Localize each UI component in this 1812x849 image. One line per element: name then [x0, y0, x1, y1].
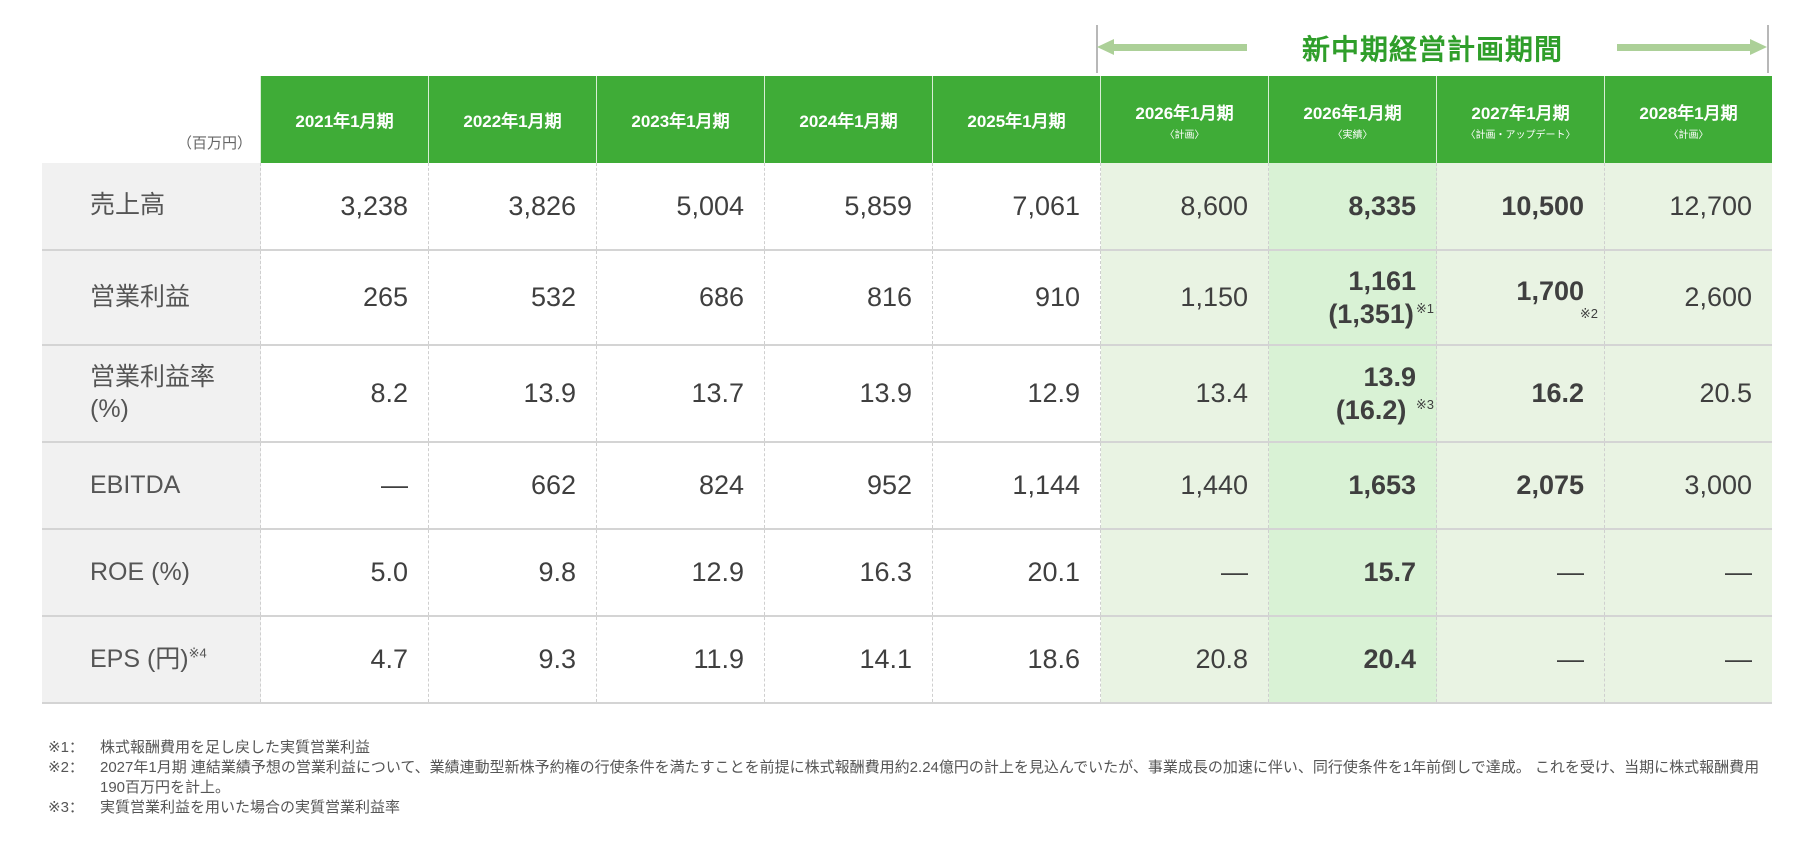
cell: 1,144 — [932, 442, 1101, 530]
footnote-ref: ※4 — [188, 645, 207, 661]
cell: 3,826 — [428, 163, 597, 251]
cell: 2,600 — [1604, 250, 1772, 346]
table-row-eps: EPS (円)※4 4.7 9.3 11.9 14.1 18.6 20.8 20… — [42, 616, 1772, 704]
row-label: EPS (円)※4 — [42, 616, 261, 704]
cell-2026-actual: 13.9 (16.2) ※3 — [1268, 345, 1437, 443]
col-2021: 2021年1月期 — [260, 76, 429, 163]
header-row: 2021年1月期 2022年1月期 2023年1月期 2024年1月期 2025… — [42, 76, 1772, 163]
cell: 16.2 — [1436, 345, 1605, 443]
footnote-ref: ※1 — [1415, 300, 1434, 316]
value-adjusted: (1,351) ※1 — [1328, 298, 1434, 329]
cell: 18.6 — [932, 616, 1101, 704]
cell: 1,440 — [1100, 442, 1269, 530]
cell: 20.5 — [1604, 345, 1772, 443]
value-main: 13.9 — [1363, 362, 1416, 393]
cell: 910 — [932, 250, 1101, 346]
value-adjusted: (16.2) ※3 — [1335, 394, 1434, 425]
col-2022: 2022年1月期 — [428, 76, 597, 163]
row-label: ROE (%) — [42, 529, 261, 617]
cell: 1,653 — [1268, 442, 1437, 530]
cell: 14.1 — [764, 616, 933, 704]
cell: 13.9 — [764, 345, 933, 443]
cell: 4.7 — [260, 616, 429, 704]
cell: — — [1604, 529, 1772, 617]
cell: 20.1 — [932, 529, 1101, 617]
cell: 3,000 — [1604, 442, 1772, 530]
header-blank — [42, 76, 261, 163]
cell: — — [1604, 616, 1772, 704]
col-2026-plan: 2026年1月期 〈計画〉 — [1100, 76, 1269, 163]
cell: 7,061 — [932, 163, 1101, 251]
cell: — — [1436, 529, 1605, 617]
col-2026-actual: 2026年1月期 〈実績〉 — [1268, 76, 1437, 163]
col-2027-plan-update: 2027年1月期 〈計画・アップデート〉 — [1436, 76, 1605, 163]
cell: 8,335 — [1268, 163, 1437, 251]
cell: 13.7 — [596, 345, 765, 443]
cell: 5.0 — [260, 529, 429, 617]
cell: 20.4 — [1268, 616, 1437, 704]
cell: 2,075 — [1436, 442, 1605, 530]
row-label: 営業利益率 (%) — [42, 345, 261, 443]
cell: 3,238 — [260, 163, 429, 251]
cell: 12.9 — [932, 345, 1101, 443]
col-2024: 2024年1月期 — [764, 76, 933, 163]
cell: 532 — [428, 250, 597, 346]
cell: — — [1436, 616, 1605, 704]
cell: 8.2 — [260, 345, 429, 443]
table-row-operating-profit: 営業利益 265 532 686 816 910 1,150 1,161 (1,… — [42, 250, 1772, 346]
cell: 686 — [596, 250, 765, 346]
footnote-3: ※3： 実質営業利益を用いた場合の実質営業利益率 — [48, 799, 401, 816]
row-label: 営業利益 — [42, 250, 261, 346]
table-row-operating-margin: 営業利益率 (%) 8.2 13.9 13.7 13.9 12.9 13.4 1… — [42, 345, 1772, 443]
cell: 816 — [764, 250, 933, 346]
cell: 10,500 — [1436, 163, 1605, 251]
cell: 20.8 — [1100, 616, 1269, 704]
footnote-2: ※2： 2027年1月期 連結業績予想の営業利益について、業績連動型新株予約権の… — [48, 759, 1760, 796]
cell: 13.4 — [1100, 345, 1269, 443]
period-arrow-left-icon — [1097, 39, 1247, 55]
cell: 824 — [596, 442, 765, 530]
cell-2027: 1,700 ※2 — [1436, 250, 1605, 346]
cell: 15.7 — [1268, 529, 1437, 617]
cell: — — [260, 442, 429, 530]
cell: 11.9 — [596, 616, 765, 704]
cell: 13.9 — [428, 345, 597, 443]
cell-2026-actual: 1,161 (1,351) ※1 — [1268, 250, 1437, 346]
cell: 12,700 — [1604, 163, 1772, 251]
row-label: EBITDA — [42, 442, 261, 530]
table-row-roe: ROE (%) 5.0 9.8 12.9 16.3 20.1 — 15.7 — … — [42, 529, 1772, 617]
cell: 265 — [260, 250, 429, 346]
value-main: 1,700 — [1516, 275, 1584, 306]
cell: 12.9 — [596, 529, 765, 617]
row-label: 売上高 — [42, 163, 261, 251]
period-arrow-right-icon — [1617, 39, 1767, 55]
cell: 16.3 — [764, 529, 933, 617]
unit-label: （百万円） — [176, 135, 252, 152]
period-end-marker — [1767, 25, 1769, 73]
table-row-ebitda: EBITDA — 662 824 952 1,144 1,440 1,653 2… — [42, 442, 1772, 530]
cell: 9.3 — [428, 616, 597, 704]
cell: — — [1100, 529, 1269, 617]
col-2025: 2025年1月期 — [932, 76, 1101, 163]
cell: 8,600 — [1100, 163, 1269, 251]
footnote-ref: ※3 — [1415, 396, 1434, 412]
cell: 662 — [428, 442, 597, 530]
cell: 5,859 — [764, 163, 933, 251]
cell: 952 — [764, 442, 933, 530]
table-row-sales: 売上高 3,238 3,826 5,004 5,859 7,061 8,600 … — [42, 163, 1772, 251]
value-main: 1,161 — [1348, 266, 1416, 297]
footnotes: ※1： 株式報酬費用を足し戻した実質営業利益 ※2： 2027年1月期 連結業績… — [48, 738, 1768, 818]
footnote-ref: ※2 — [1579, 306, 1598, 322]
cell: 1,150 — [1100, 250, 1269, 346]
footnote-1: ※1： 株式報酬費用を足し戻した実質営業利益 — [48, 739, 371, 756]
cell: 5,004 — [596, 163, 765, 251]
col-2023: 2023年1月期 — [596, 76, 765, 163]
cell: 9.8 — [428, 529, 597, 617]
financial-table: 2021年1月期 2022年1月期 2023年1月期 2024年1月期 2025… — [42, 76, 1772, 704]
col-2028-plan: 2028年1月期 〈計画〉 — [1604, 76, 1772, 163]
period-title: 新中期経営計画期間 — [1301, 34, 1563, 65]
